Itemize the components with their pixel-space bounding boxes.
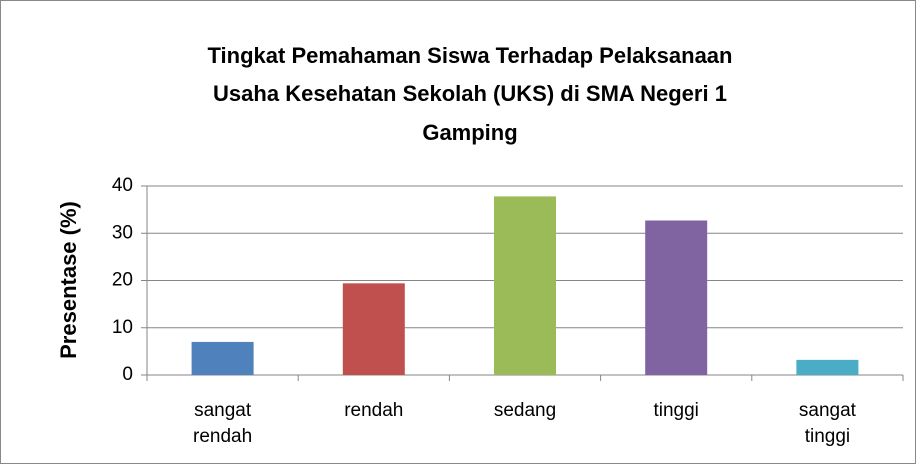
bar bbox=[342, 283, 405, 375]
y-tick-label: 10 bbox=[112, 317, 133, 338]
x-tick-label: sangat tinggi bbox=[799, 400, 857, 447]
bar bbox=[191, 341, 254, 375]
chart-title: Usaha Kesehatan Sekolah (UKS) di SMA Neg… bbox=[213, 81, 727, 106]
y-tick-label: 0 bbox=[122, 364, 133, 385]
chart-title: Gamping bbox=[422, 120, 517, 145]
x-tick-label: sedang bbox=[494, 400, 556, 421]
bar bbox=[645, 220, 708, 375]
y-tick-label: 30 bbox=[112, 222, 133, 243]
y-axis-label: Presentase (%) bbox=[56, 201, 81, 359]
bar bbox=[494, 196, 556, 375]
bar bbox=[796, 359, 859, 375]
y-tick-label: 20 bbox=[112, 270, 133, 291]
x-tick-label: sangat rendah bbox=[193, 400, 252, 447]
chart-title: Tingkat Pemahaman Siswa Terhadap Pelaksa… bbox=[208, 43, 733, 68]
x-tick-label: tinggi bbox=[653, 400, 698, 421]
x-tick-label: rendah bbox=[344, 400, 403, 421]
y-tick-label: 40 bbox=[112, 175, 133, 196]
